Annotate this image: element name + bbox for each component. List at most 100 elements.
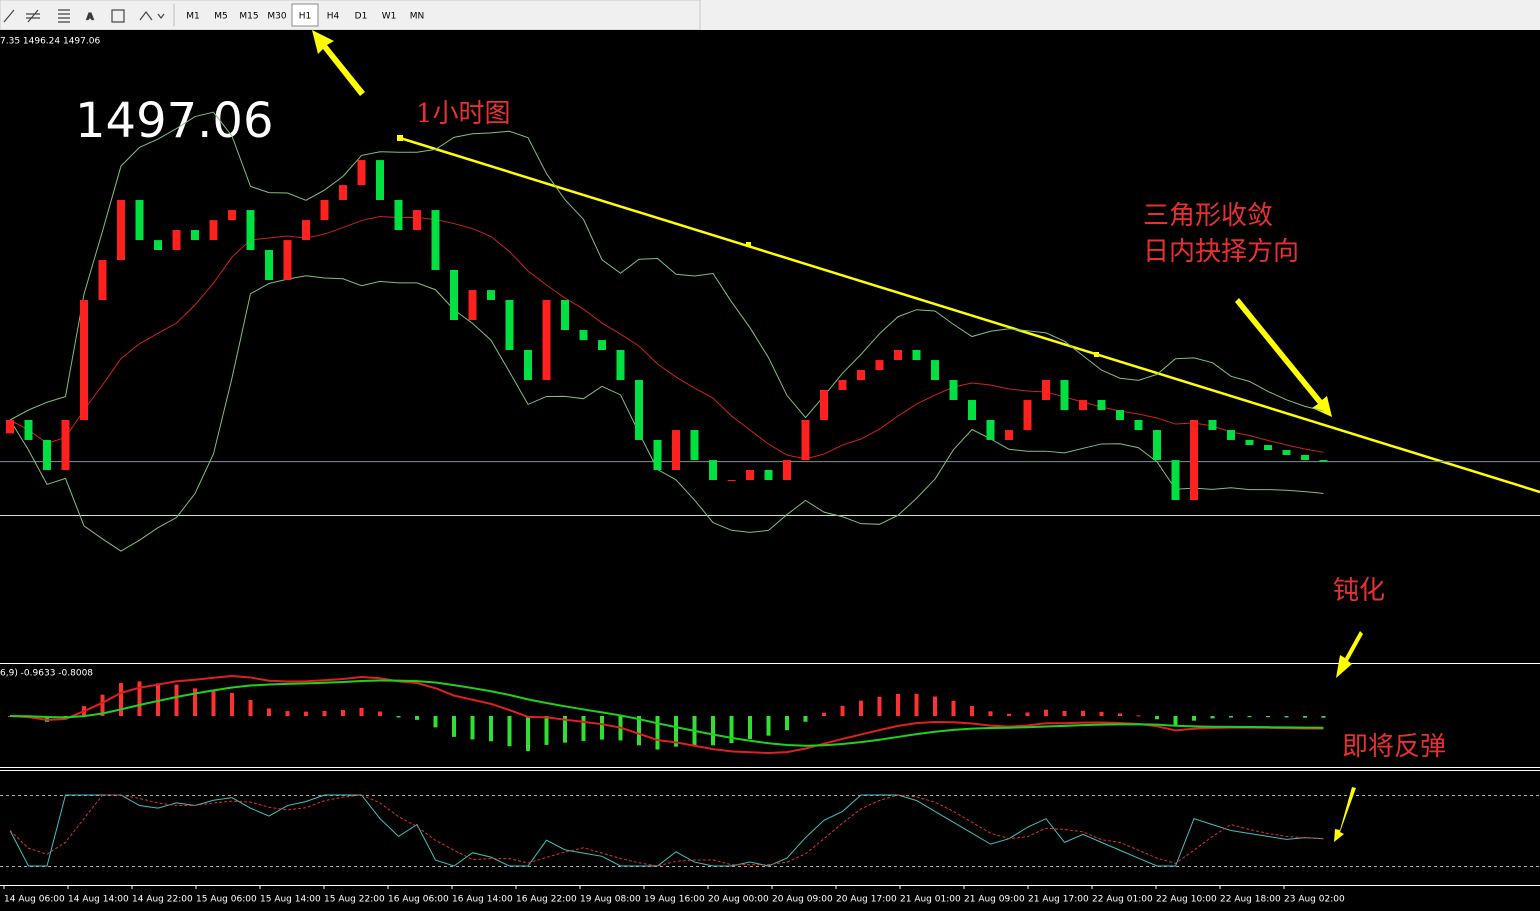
- macd-histogram: [803, 716, 808, 722]
- candle-body: [1282, 450, 1291, 455]
- candle-body: [746, 469, 754, 481]
- candle-body: [228, 210, 236, 221]
- annotation: 即将反弹: [1342, 732, 1446, 762]
- candle-body: [505, 300, 514, 351]
- macd-histogram: [156, 683, 160, 716]
- x-tick-label: 20 Aug 17:00: [836, 895, 897, 905]
- timeframe-button[interactable]: M30: [267, 12, 286, 22]
- timeframe-button[interactable]: H4: [327, 12, 340, 22]
- arrow: [1334, 787, 1356, 842]
- timeframe-button[interactable]: W1: [382, 12, 397, 22]
- x-tick-label: 23 Aug 02:00: [1284, 895, 1345, 905]
- timeframe-button[interactable]: H1: [299, 12, 312, 22]
- candle-body: [450, 269, 458, 320]
- macd-histogram: [1155, 716, 1159, 720]
- bollinger-lower: [9, 275, 1324, 552]
- candle-body: [931, 360, 939, 381]
- x-tick-label: 15 Aug 06:00: [196, 895, 257, 905]
- candle-body: [265, 250, 273, 281]
- x-tick-label: 19 Aug 16:00: [644, 895, 705, 905]
- candle-body: [117, 200, 125, 261]
- candle-body: [1245, 439, 1254, 446]
- tool-text: A: [87, 13, 94, 23]
- stoch-d: [9, 794, 1324, 867]
- candle-body: [376, 160, 384, 201]
- candle-body: [1264, 445, 1272, 451]
- macd-histogram: [766, 716, 771, 736]
- x-tick-label: 16 Aug 22:00: [516, 895, 577, 905]
- macd-histogram: [267, 708, 271, 716]
- candle-body: [1171, 460, 1180, 501]
- x-tick-label: 16 Aug 06:00: [388, 895, 449, 905]
- macd-histogram: [1247, 716, 1252, 718]
- candle-body: [357, 160, 366, 186]
- macd-histogram: [1025, 712, 1030, 716]
- price-display: 1497.06: [75, 93, 274, 149]
- x-tick-label: 14 Aug 14:00: [68, 895, 129, 905]
- macd-histogram: [877, 696, 882, 716]
- macd-histogram: [193, 688, 197, 716]
- macd-histogram: [1303, 716, 1307, 718]
- candle-body: [302, 220, 310, 241]
- candle-body: [1301, 454, 1309, 461]
- candle-body: [1097, 400, 1106, 411]
- candle-body: [838, 380, 847, 390]
- candle-body: [1005, 430, 1013, 440]
- signal-line: [9, 679, 1324, 747]
- macd-histogram: [1062, 710, 1067, 716]
- timeframe-button[interactable]: D1: [355, 12, 368, 22]
- macd-histogram: [489, 716, 493, 742]
- candle-body: [542, 300, 551, 381]
- x-tick-label: 20 Aug 00:00: [708, 895, 769, 905]
- macd-histogram: [655, 716, 660, 750]
- candle-body: [690, 430, 699, 461]
- x-tick-label: 16 Aug 14:00: [452, 895, 513, 905]
- timeframe-button[interactable]: M15: [239, 12, 258, 22]
- drawing-tools: A: [3, 9, 165, 23]
- macd-histogram: [174, 684, 179, 716]
- macd-histogram: [1118, 713, 1122, 716]
- timeframe-button[interactable]: M1: [186, 12, 200, 22]
- candle-body: [1208, 419, 1217, 431]
- macd-histogram: [563, 716, 567, 743]
- candle-body: [61, 419, 70, 470]
- macd-histogram: [322, 710, 327, 716]
- timeframe-button[interactable]: MN: [410, 12, 425, 22]
- tool-line: [3, 9, 15, 23]
- candle-body: [857, 369, 865, 381]
- x-tick-label: 21 Aug 09:00: [964, 895, 1025, 905]
- candle-body: [43, 439, 51, 470]
- candle-body: [653, 439, 662, 470]
- x-tick-label: 19 Aug 08:00: [580, 895, 641, 905]
- x-tick-label: 21 Aug 17:00: [1028, 895, 1089, 905]
- macd-histogram: [1284, 716, 1289, 718]
- timeframe-active: [291, 3, 319, 27]
- macd-histogram: [341, 709, 345, 716]
- timeframe-button[interactable]: M5: [214, 12, 228, 22]
- candle-body: [801, 419, 810, 461]
- candle-body: [579, 330, 588, 341]
- macd-histogram: [378, 711, 382, 716]
- x-tick-label: 22 Aug 18:00: [1220, 895, 1281, 905]
- candle-body: [1060, 380, 1069, 411]
- candle-body: [968, 400, 976, 420]
- macd-histogram: [1173, 716, 1178, 726]
- x-tick-label: 20 Aug 09:00: [772, 895, 833, 905]
- macd-histogram: [933, 696, 937, 716]
- candle-body: [727, 480, 736, 482]
- annotation: 1小时图: [416, 99, 511, 129]
- macd-histogram: [674, 716, 678, 747]
- macd-histogram: [544, 716, 549, 745]
- candle-body: [1116, 410, 1124, 420]
- macd-histogram: [1321, 716, 1326, 718]
- macd-histogram: [211, 690, 216, 716]
- candle-body: [487, 290, 495, 301]
- timeframe-bar: M1 M5 M15 M30 H1 H4 D1 W1 MN: [186, 3, 425, 27]
- macd-histogram: [859, 700, 863, 716]
- candle-body: [875, 360, 884, 370]
- candle-body: [98, 260, 107, 301]
- candle-body: [635, 380, 643, 440]
- candle-body: [783, 460, 791, 481]
- macd-histogram: [1266, 716, 1270, 718]
- candle-body: [912, 350, 921, 361]
